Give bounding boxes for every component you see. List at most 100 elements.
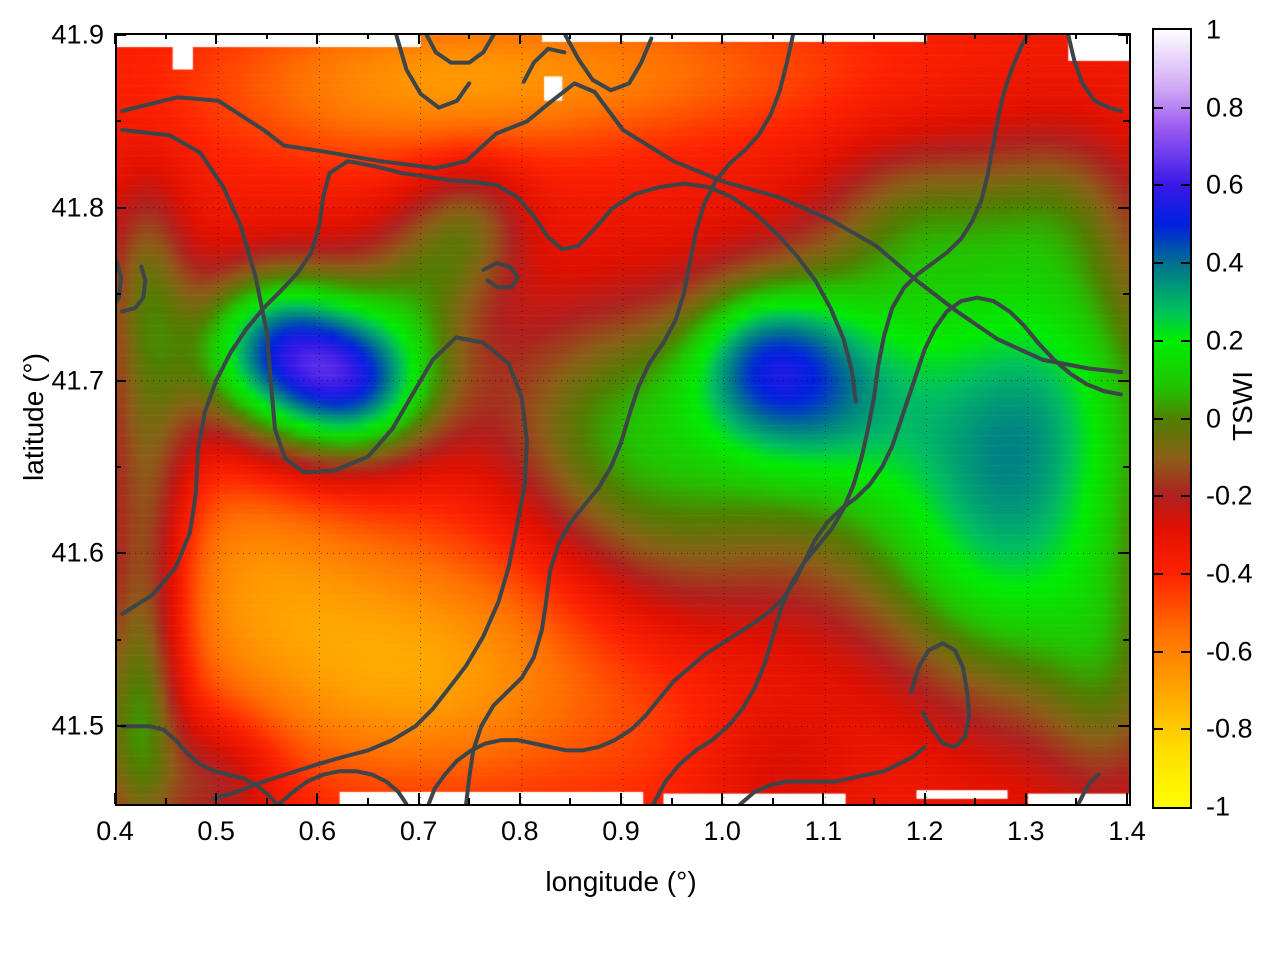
colorbar-tick [1154,339,1163,342]
colorbar-tick [1154,495,1163,498]
y-tick-major [115,552,126,555]
x-tick-major-top [1024,33,1027,44]
colorbar-tick [1154,572,1163,575]
x-tick-minor [569,798,572,804]
y-tick-major [115,206,126,209]
x-tick-major [114,793,116,804]
contour-path [120,159,858,616]
colorbar-tick [1154,262,1163,265]
x-tick-label: 1.0 [703,816,741,846]
contour-path [120,264,148,314]
colorbar-tick-label: -0.4 [1206,558,1253,589]
colorbar-tick-label: 0 [1206,403,1222,433]
x-tick-major-top [620,33,622,44]
y-tick-label: 41.9 [51,19,104,50]
x-tick-label: 0.6 [298,816,337,846]
x-tick-minor-top [569,33,572,39]
contour-path [563,35,654,93]
grid-lines [117,35,1129,804]
x-tick-minor-top [974,33,977,39]
colorbar-tick-label: -0.6 [1206,636,1253,667]
x-tick-major [215,793,218,804]
contour-path [521,46,567,84]
y-tick-label: 41.5 [51,710,104,741]
colorbar-tick-label: -1 [1206,791,1231,822]
colorbar-tick [1181,262,1190,265]
x-tick-major [923,793,926,804]
colorbar-tick [1154,417,1163,420]
x-tick-label: 0.5 [197,816,235,846]
y-tick-label: 41.7 [51,365,104,396]
x-tick-major-top [215,33,218,44]
colorbar-tick [1181,495,1190,498]
contour-path [1066,35,1123,113]
y-tick-minor-right [1123,293,1129,296]
contour-path [424,35,496,65]
x-tick-major [1024,793,1027,804]
x-axis-title: longitude (°) [545,866,697,897]
x-tick-minor-top [670,33,673,39]
contour-path [481,261,520,290]
y-tick-label: 41.8 [51,192,104,223]
y-tick-minor [115,466,121,469]
x-tick-minor-top [873,33,875,39]
colorbar-title: TSWI [1227,371,1258,441]
contour-lines [117,35,1123,804]
contour-path [1076,772,1101,804]
y-tick-minor-right [1123,638,1129,641]
x-tick-minor [367,798,369,804]
colorbar-tick [1181,106,1190,109]
plot-area [115,33,1131,806]
colorbar-tick [1181,650,1190,653]
x-tick-minor [265,798,268,804]
x-tick-minor [164,798,167,804]
y-tick-major-right [1118,725,1129,728]
contour-path [909,641,972,749]
x-tick-major-top [316,33,319,44]
x-tick-minor-top [771,33,774,39]
x-tick-minor [873,798,875,804]
colorbar-tick-label: -0.2 [1206,480,1253,511]
x-tick-major [518,793,521,804]
x-tick-major [721,793,724,804]
contour-path [738,745,927,804]
y-tick-major-right [1118,34,1129,36]
colorbar-tick [1154,728,1163,731]
colorbar-tick-label: 0.2 [1206,325,1244,356]
y-tick-minor [115,638,121,641]
colorbar-tick-label: 0.4 [1206,247,1244,278]
x-tick-minor [1075,798,1078,804]
y-tick-label: 41.6 [51,537,104,568]
y-tick-major-right [1118,552,1129,555]
x-tick-minor [771,798,774,804]
colorbar-tick-label: 0.8 [1206,92,1244,123]
x-tick-label: 1.2 [905,816,944,846]
x-tick-major-top [518,33,521,44]
x-tick-major [316,793,319,804]
y-tick-minor [115,120,121,123]
colorbar-tick [1154,106,1163,109]
colorbar-tick [1154,184,1163,187]
x-tick-minor-top [1075,33,1078,39]
contour-path [426,295,1123,804]
y-tick-minor [115,293,121,296]
y-tick-major-right [1118,206,1129,209]
x-tick-label: 1.4 [1108,816,1146,846]
colorbar-tick [1181,572,1190,575]
x-tick-major [620,793,622,804]
x-tick-label: 0.4 [96,816,134,846]
colorbar-tick [1154,650,1163,653]
x-tick-minor-top [367,33,369,39]
contour-path [394,35,472,110]
contour-path [117,261,123,304]
x-tick-minor [468,798,471,804]
contour-path [276,769,409,804]
x-tick-major-top [417,33,420,44]
x-tick-minor-top [468,33,471,39]
colorbar-tick [1181,728,1190,731]
y-tick-minor-right [1123,120,1129,123]
x-tick-major [822,793,825,804]
x-tick-label: 0.8 [501,816,539,846]
x-tick-major-top [721,33,724,44]
